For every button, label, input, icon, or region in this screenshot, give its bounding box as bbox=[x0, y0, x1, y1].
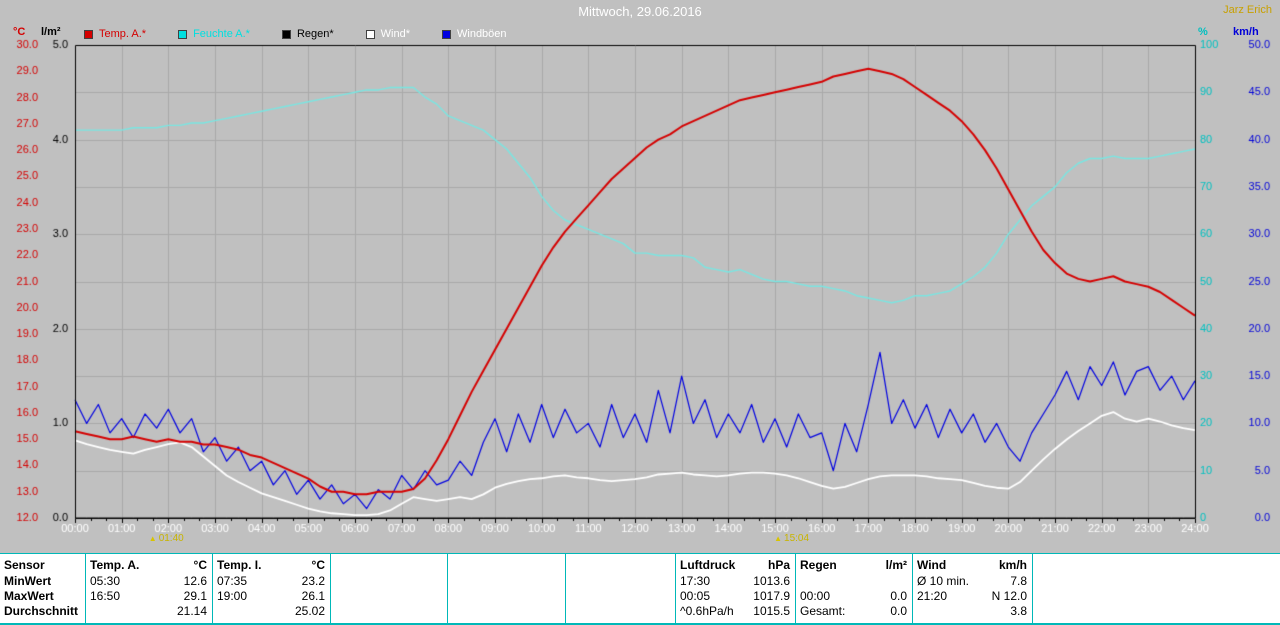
rain-axis-unit: l/m² bbox=[41, 26, 61, 38]
stats-time-pressure: 17:30 bbox=[680, 574, 711, 588]
stats-time-rain: Gesamt: bbox=[800, 604, 846, 618]
table-separator bbox=[795, 554, 796, 623]
wind-axis-unit: km/h bbox=[1233, 26, 1259, 38]
marker-time-label: 15:04 bbox=[784, 533, 810, 544]
table-separator bbox=[1032, 554, 1033, 623]
stats-unit-pressure: hPa bbox=[767, 558, 790, 572]
time-marker-1: ▲ 01:40 bbox=[149, 533, 184, 544]
stats-row-label: MinWert bbox=[4, 574, 52, 588]
stats-value-temp_i: 26.1 bbox=[301, 589, 325, 603]
stats-header-wind: Wind bbox=[917, 558, 947, 572]
stats-value-temp_a: 12.6 bbox=[183, 574, 207, 588]
stats-value-wind: N 12.0 bbox=[991, 589, 1027, 603]
legend-label: Regen* bbox=[296, 28, 334, 40]
legend-item-4[interactable]: Wind* bbox=[365, 28, 410, 40]
table-separator bbox=[330, 554, 331, 623]
legend-swatch-icon bbox=[178, 29, 188, 39]
legend-swatch-icon bbox=[84, 29, 93, 39]
stats-time-wind: Ø 10 min. bbox=[917, 574, 970, 588]
stats-unit-wind: km/h bbox=[998, 558, 1027, 572]
stats-value-rain: 0.0 bbox=[890, 589, 907, 603]
chart-region: Mittwoch, 29.06.2016 Jarz Erich °C l/m² … bbox=[0, 0, 1280, 553]
legend-item-5[interactable]: Windböen bbox=[442, 28, 507, 40]
stats-value-rain: 0.0 bbox=[890, 604, 907, 618]
stats-value-pressure: 1015.5 bbox=[753, 604, 790, 618]
marker-arrow-icon: ▲ bbox=[774, 534, 783, 543]
table-separator bbox=[447, 554, 448, 623]
station-owner-name: Jarz Erich bbox=[1223, 4, 1272, 16]
stats-time-temp_i: 19:00 bbox=[217, 589, 248, 603]
stats-value-temp_i: 23.2 bbox=[301, 574, 325, 588]
stats-unit-rain: l/m² bbox=[885, 558, 907, 572]
stats-row-label: Sensor bbox=[4, 558, 45, 572]
marker-time-label: 01:40 bbox=[158, 533, 184, 544]
table-separator bbox=[675, 554, 676, 623]
stats-value-wind: 7.8 bbox=[1010, 574, 1027, 588]
legend-item-1[interactable]: Temp. A.* bbox=[84, 28, 146, 40]
stats-row-label: MaxWert bbox=[4, 589, 54, 603]
stats-header-temp_a: Temp. A. bbox=[90, 558, 140, 572]
stats-row-label: Durchschnitt bbox=[4, 604, 79, 618]
chart-title-date: Mittwoch, 29.06.2016 bbox=[578, 4, 702, 19]
table-separator bbox=[212, 554, 213, 623]
stats-unit-temp_i: °C bbox=[311, 558, 325, 572]
legend-swatch-icon bbox=[442, 29, 451, 39]
stats-time-pressure: ^0.6hPa/h bbox=[680, 604, 734, 618]
legend-item-3[interactable]: Regen* bbox=[281, 28, 334, 40]
table-separator bbox=[912, 554, 913, 623]
time-marker-2: ▲ 15:04 bbox=[774, 533, 809, 544]
stats-value-wind: 3.8 bbox=[1010, 604, 1027, 618]
stats-time-rain: 00:00 bbox=[800, 589, 831, 603]
stats-time-wind: 21:20 bbox=[917, 589, 948, 603]
legend-label: Windböen bbox=[457, 28, 507, 40]
stats-panel: Sensor MinWert MaxWert Durchschnitt Temp. A.… bbox=[0, 553, 1280, 625]
stats-header-pressure: Luftdruck bbox=[680, 558, 736, 572]
legend-swatch-icon bbox=[281, 29, 291, 39]
legend-label: Temp. A.* bbox=[99, 28, 147, 40]
legend-label: Feuchte A.* bbox=[193, 28, 250, 40]
legend: Temp. A.* Feuchte A.* Regen* Wind* Windböen bbox=[84, 28, 507, 40]
table-separator bbox=[565, 554, 566, 623]
legend-label: Wind* bbox=[380, 28, 410, 40]
stats-value-temp_a: 29.1 bbox=[183, 589, 207, 603]
stats-time-temp_a: 05:30 bbox=[90, 574, 121, 588]
weather-chart-canvas bbox=[0, 0, 1280, 553]
temp-axis-unit: °C bbox=[13, 26, 26, 38]
stats-value-pressure: 1013.6 bbox=[753, 574, 790, 588]
table-separator bbox=[85, 554, 86, 623]
legend-item-2[interactable]: Feuchte A.* bbox=[178, 28, 250, 40]
legend-swatch-icon bbox=[365, 29, 375, 39]
stats-value-temp_a: 21.14 bbox=[176, 604, 207, 618]
stats-unit-temp_a: °C bbox=[193, 558, 207, 572]
marker-arrow-icon: ▲ bbox=[148, 534, 157, 543]
stats-value-temp_i: 25.02 bbox=[294, 604, 325, 618]
stats-value-pressure: 1017.9 bbox=[753, 589, 790, 603]
stats-header-rain: Regen bbox=[800, 558, 837, 572]
stats-time-pressure: 00:05 bbox=[680, 589, 711, 603]
humidity-axis-unit: % bbox=[1198, 26, 1208, 38]
stats-header-temp_i: Temp. I. bbox=[217, 558, 262, 572]
stats-time-temp_a: 16:50 bbox=[90, 589, 121, 603]
stats-time-temp_i: 07:35 bbox=[217, 574, 248, 588]
